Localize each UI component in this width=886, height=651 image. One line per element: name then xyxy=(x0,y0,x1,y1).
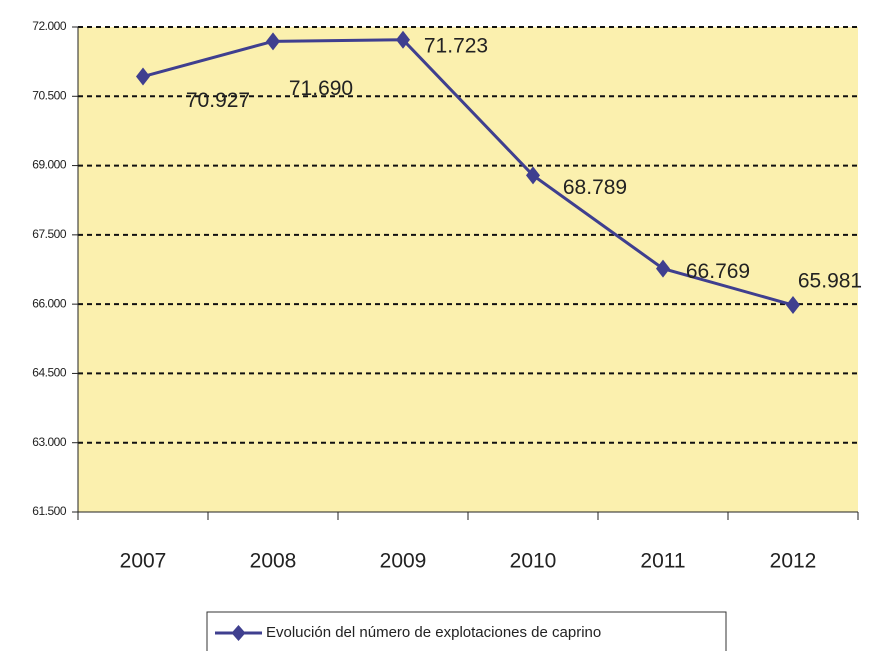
y-tick-label: 64.500 xyxy=(32,366,67,380)
x-tick-label: 2011 xyxy=(640,550,685,573)
y-tick-label: 72.000 xyxy=(32,19,67,33)
marker xyxy=(136,67,150,86)
data-label: 71.690 xyxy=(289,77,353,100)
marker xyxy=(656,259,670,278)
x-tick-label: 2007 xyxy=(120,550,167,573)
x-tick-label: 2012 xyxy=(770,550,817,573)
y-tick-label: 67.500 xyxy=(32,227,67,241)
series-line xyxy=(142,38,794,307)
legend-box xyxy=(206,611,727,651)
data-label: 71.723 xyxy=(424,34,488,57)
y-tick-label: 70.500 xyxy=(32,88,67,102)
y-tick-label: 69.000 xyxy=(32,158,67,172)
x-tick-label: 2008 xyxy=(250,550,297,573)
data-label: 70.927 xyxy=(186,89,250,112)
marker xyxy=(786,296,800,315)
data-label: 68.789 xyxy=(563,176,627,199)
legend-label: Evolución del número de explotaciones de… xyxy=(266,624,601,641)
y-tick-label: 61.500 xyxy=(32,504,67,518)
x-tick-label: 2009 xyxy=(380,550,427,573)
data-label: 65.981 xyxy=(798,270,862,293)
y-tick-label: 63.000 xyxy=(32,435,67,449)
legend-marker xyxy=(231,625,246,641)
x-tick-label: 2010 xyxy=(510,550,557,573)
marker xyxy=(266,32,280,51)
data-label: 66.769 xyxy=(686,260,750,283)
y-tick-label: 66.000 xyxy=(32,296,67,310)
marker xyxy=(526,166,540,185)
marker xyxy=(396,30,410,49)
